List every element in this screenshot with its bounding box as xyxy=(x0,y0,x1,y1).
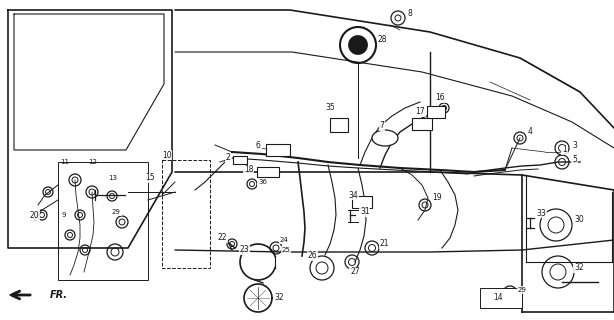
Text: 29: 29 xyxy=(112,209,121,215)
Text: 14: 14 xyxy=(493,293,503,302)
Bar xyxy=(352,196,372,208)
Text: 13: 13 xyxy=(108,175,117,181)
Ellipse shape xyxy=(372,130,398,146)
Text: 16: 16 xyxy=(435,93,445,102)
Text: 10: 10 xyxy=(162,150,172,159)
Circle shape xyxy=(348,35,368,55)
Text: 24: 24 xyxy=(280,237,289,243)
Text: 30: 30 xyxy=(574,215,584,225)
Text: 35: 35 xyxy=(325,103,335,113)
Text: 4: 4 xyxy=(528,127,533,137)
Bar xyxy=(480,288,522,308)
Text: 32: 32 xyxy=(274,293,284,302)
Bar xyxy=(427,106,445,118)
Text: 26: 26 xyxy=(308,252,317,260)
Bar xyxy=(233,156,247,164)
Text: 8: 8 xyxy=(408,10,413,19)
Text: FR.: FR. xyxy=(50,290,68,300)
Text: 1: 1 xyxy=(562,146,567,155)
Text: 20: 20 xyxy=(30,211,40,220)
Text: 18: 18 xyxy=(244,165,254,174)
Text: 23: 23 xyxy=(240,245,250,254)
Text: 25: 25 xyxy=(282,247,291,253)
Text: 34: 34 xyxy=(348,190,358,199)
Text: 29: 29 xyxy=(518,287,527,293)
Bar xyxy=(162,160,210,268)
Bar xyxy=(58,162,148,280)
Bar xyxy=(266,144,290,156)
Text: 7: 7 xyxy=(379,122,384,131)
Text: 3: 3 xyxy=(572,140,577,149)
Bar xyxy=(412,118,432,130)
Text: 9: 9 xyxy=(62,212,66,218)
Text: 36: 36 xyxy=(258,179,267,185)
Text: 5: 5 xyxy=(572,156,577,164)
Text: 33: 33 xyxy=(536,209,546,218)
Text: 22: 22 xyxy=(218,234,228,243)
Text: 6: 6 xyxy=(256,141,261,150)
Text: 28: 28 xyxy=(378,36,387,44)
Text: 31: 31 xyxy=(360,207,370,217)
Text: 12: 12 xyxy=(88,159,97,165)
Text: 32: 32 xyxy=(574,263,584,273)
Text: 17: 17 xyxy=(415,108,425,116)
Text: 11: 11 xyxy=(60,159,69,165)
Text: 27: 27 xyxy=(350,268,360,276)
Text: 19: 19 xyxy=(432,194,441,203)
Text: 15: 15 xyxy=(145,173,155,182)
Text: 2: 2 xyxy=(226,154,231,163)
Bar xyxy=(257,167,279,177)
Bar xyxy=(330,118,348,132)
Text: 21: 21 xyxy=(380,239,389,249)
